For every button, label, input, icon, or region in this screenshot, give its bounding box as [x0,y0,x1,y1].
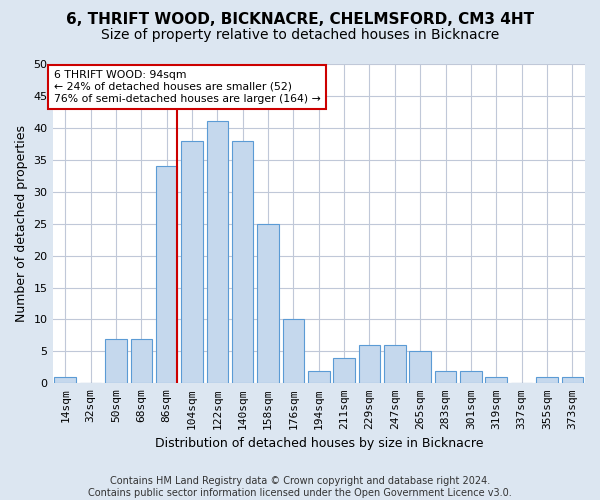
Bar [409,352,431,384]
Bar [181,140,203,384]
Text: Contains HM Land Registry data © Crown copyright and database right 2024.
Contai: Contains HM Land Registry data © Crown c… [88,476,512,498]
Bar [283,320,304,384]
Y-axis label: Number of detached properties: Number of detached properties [15,125,28,322]
Bar [232,140,253,384]
Bar [536,377,558,384]
Bar [359,345,380,384]
Bar [562,377,583,384]
Bar [435,370,457,384]
Bar [131,338,152,384]
Text: 6 THRIFT WOOD: 94sqm
← 24% of detached houses are smaller (52)
76% of semi-detac: 6 THRIFT WOOD: 94sqm ← 24% of detached h… [54,70,320,104]
Bar [206,122,228,384]
Bar [257,224,279,384]
X-axis label: Distribution of detached houses by size in Bicknacre: Distribution of detached houses by size … [155,437,483,450]
Bar [334,358,355,384]
Bar [55,377,76,384]
Bar [460,370,482,384]
Bar [485,377,507,384]
Bar [105,338,127,384]
Bar [308,370,329,384]
Bar [156,166,178,384]
Bar [384,345,406,384]
Text: Size of property relative to detached houses in Bicknacre: Size of property relative to detached ho… [101,28,499,42]
Text: 6, THRIFT WOOD, BICKNACRE, CHELMSFORD, CM3 4HT: 6, THRIFT WOOD, BICKNACRE, CHELMSFORD, C… [66,12,534,28]
